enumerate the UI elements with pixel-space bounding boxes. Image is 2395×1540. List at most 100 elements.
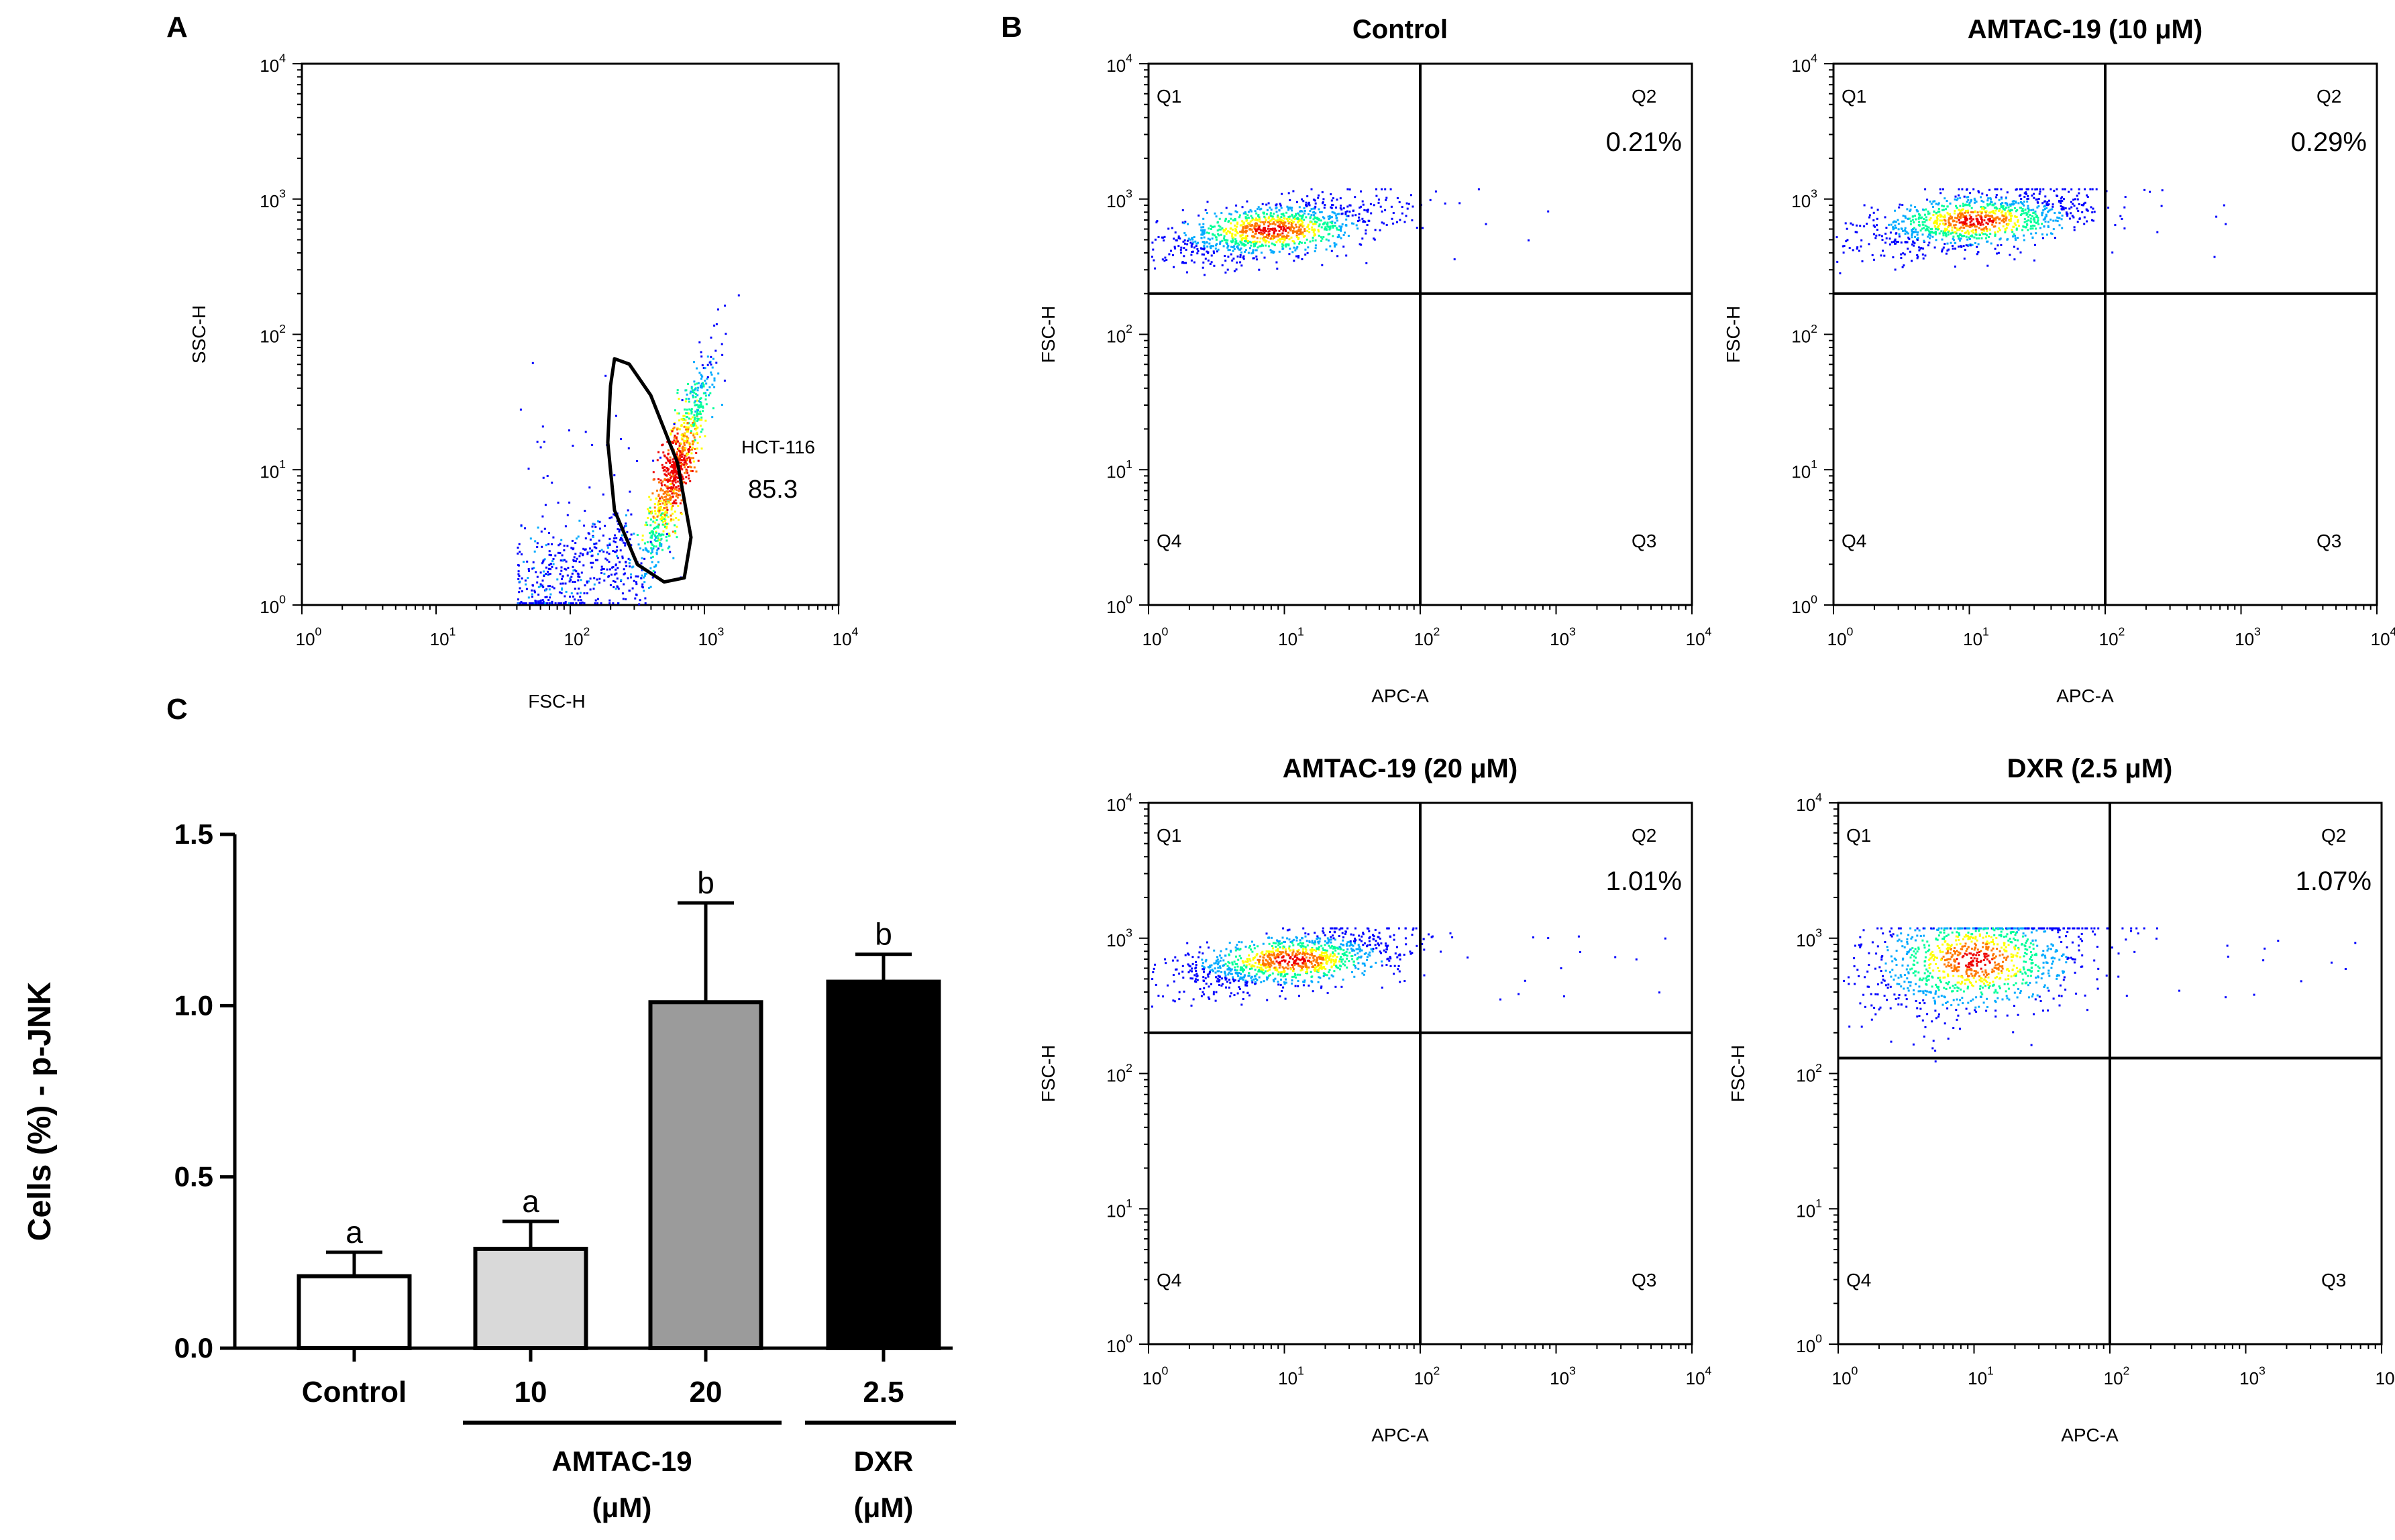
event-dot <box>1330 961 1332 963</box>
event-dot <box>1314 235 1316 237</box>
event-dot <box>592 526 594 528</box>
event-dot <box>2156 231 2158 233</box>
event-dot <box>1219 218 1221 220</box>
event-dot <box>690 432 692 434</box>
quadrant-label-q4: Q4 <box>1842 531 1866 551</box>
event-dot <box>2021 188 2023 190</box>
event-dot <box>1204 274 1206 276</box>
event-dot <box>1253 243 1255 245</box>
event-dot <box>2044 205 2046 207</box>
event-dot <box>1432 936 1434 938</box>
event-dot <box>2123 227 2125 229</box>
event-dot <box>2121 218 2123 220</box>
event-dot <box>696 447 698 449</box>
event-dot <box>517 553 519 555</box>
event-dot <box>627 509 629 511</box>
event-dot <box>696 400 698 402</box>
event-dot <box>1298 995 1300 997</box>
event-dot <box>689 480 691 482</box>
event-dot <box>650 557 652 559</box>
event-dot <box>1953 239 1955 241</box>
event-dot <box>652 547 654 549</box>
event-dot <box>1264 229 1266 231</box>
event-dot <box>1321 264 1323 266</box>
event-dot <box>1328 940 1330 942</box>
event-dot <box>1279 946 1281 948</box>
event-dot <box>1313 214 1315 216</box>
event-dot <box>1312 237 1314 239</box>
event-dot <box>1958 188 1960 190</box>
event-dot <box>1251 976 1253 978</box>
event-dot <box>1954 217 1956 219</box>
event-dot <box>1279 224 1281 226</box>
event-dot <box>1872 219 1874 221</box>
event-dot <box>1980 229 1982 231</box>
event-dot <box>1212 969 1214 971</box>
event-dot <box>636 460 638 462</box>
event-dot <box>1291 219 1293 221</box>
event-dot <box>666 514 668 516</box>
event-dot <box>2072 203 2074 205</box>
event-dot <box>1952 219 1954 221</box>
event-dot <box>1329 215 1331 217</box>
event-dot <box>1240 254 1242 256</box>
event-dot <box>684 433 686 435</box>
event-dot <box>1369 952 1371 954</box>
event-dot <box>684 426 686 428</box>
event-dot <box>1193 236 1195 238</box>
event-dot <box>1343 207 1345 209</box>
event-dot <box>1295 213 1297 215</box>
event-dot <box>1920 229 1922 231</box>
event-dot <box>1234 967 1236 969</box>
event-dot <box>1194 981 1196 983</box>
event-dot <box>1299 974 1301 976</box>
event-dot <box>1289 950 1291 952</box>
event-dot <box>1270 212 1272 214</box>
event-dot <box>1282 947 1284 949</box>
event-dot <box>1333 964 1335 966</box>
event-dot <box>1375 188 1377 190</box>
event-dot <box>1974 242 1976 244</box>
event-dot <box>654 535 656 537</box>
event-dot <box>1271 228 1273 230</box>
event-dot <box>525 584 527 586</box>
event-dot <box>2005 197 2007 199</box>
event-dot <box>645 547 647 549</box>
event-dot <box>1241 238 1243 240</box>
event-dot <box>654 527 656 529</box>
event-dot <box>1247 992 1249 994</box>
event-dot <box>1329 245 1331 248</box>
event-dot <box>2030 218 2032 220</box>
event-dot <box>1217 978 1219 980</box>
event-dot <box>1245 237 1247 239</box>
event-dot <box>692 390 694 392</box>
event-dot <box>697 389 699 391</box>
event-dot <box>613 580 615 582</box>
event-dot <box>1318 225 1320 227</box>
event-dot <box>518 565 520 567</box>
event-dot <box>1935 231 1937 233</box>
event-dot <box>677 441 679 443</box>
event-dot <box>1255 962 1257 964</box>
event-dot <box>1195 245 1198 247</box>
event-dot <box>693 424 695 426</box>
event-dot <box>592 536 594 538</box>
event-dot <box>581 571 583 573</box>
event-dot <box>686 408 688 410</box>
event-dot <box>567 514 569 516</box>
event-dot <box>597 520 599 522</box>
event-dot <box>1954 210 1956 212</box>
event-dot <box>1306 971 1308 973</box>
event-dot <box>2012 235 2014 237</box>
event-dot <box>1868 243 1870 245</box>
event-dot <box>1232 979 1234 981</box>
event-dot <box>1929 219 1931 221</box>
event-dot <box>1302 200 1304 202</box>
event-dot <box>1976 201 1978 203</box>
event-dot <box>1922 248 1924 250</box>
event-dot <box>2005 203 2007 205</box>
event-dot <box>2058 212 2060 214</box>
event-dot <box>2041 214 2043 216</box>
event-dot <box>1240 941 1242 943</box>
